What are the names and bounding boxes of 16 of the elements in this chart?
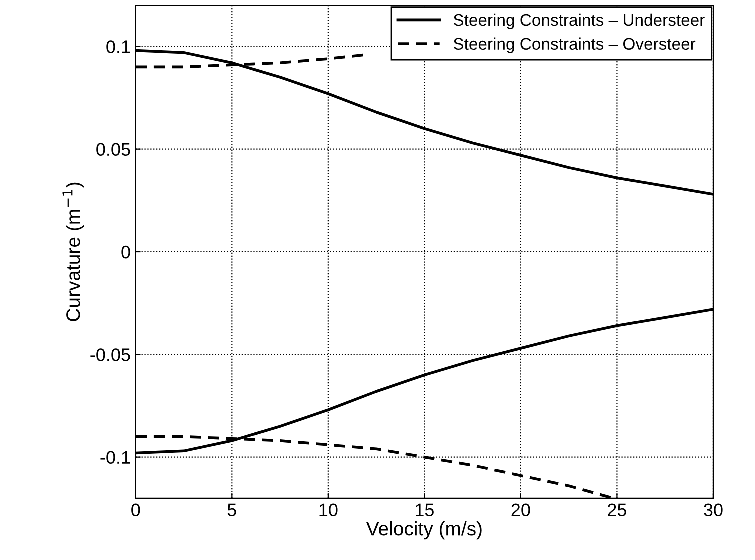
x-tick-label: 0 (132, 504, 140, 517)
y-tick-label: 0.1 (106, 40, 130, 54)
y-tick-label: 0.05 (96, 143, 130, 156)
x-tick-label: 20 (512, 504, 530, 517)
legend-label: Steering Constraints – Understeer (454, 14, 705, 30)
x-tick-label: 15 (416, 504, 434, 517)
x-tick-label: 25 (608, 504, 626, 517)
y-tick-label: 0 (122, 246, 130, 259)
legend-label: Steering Constraints – Oversteer (454, 38, 696, 54)
x-tick-label: 5 (228, 504, 236, 517)
x-axis-title: Velocity (m/s) (366, 521, 482, 540)
x-tick-label: 10 (320, 504, 338, 517)
y-tick-label: -0.1 (100, 451, 130, 464)
y-axis-title: Curvature (m$^{−1}$) (62, 182, 84, 322)
x-tick-label: 30 (704, 504, 723, 517)
y-tick-label: -0.05 (90, 348, 130, 362)
